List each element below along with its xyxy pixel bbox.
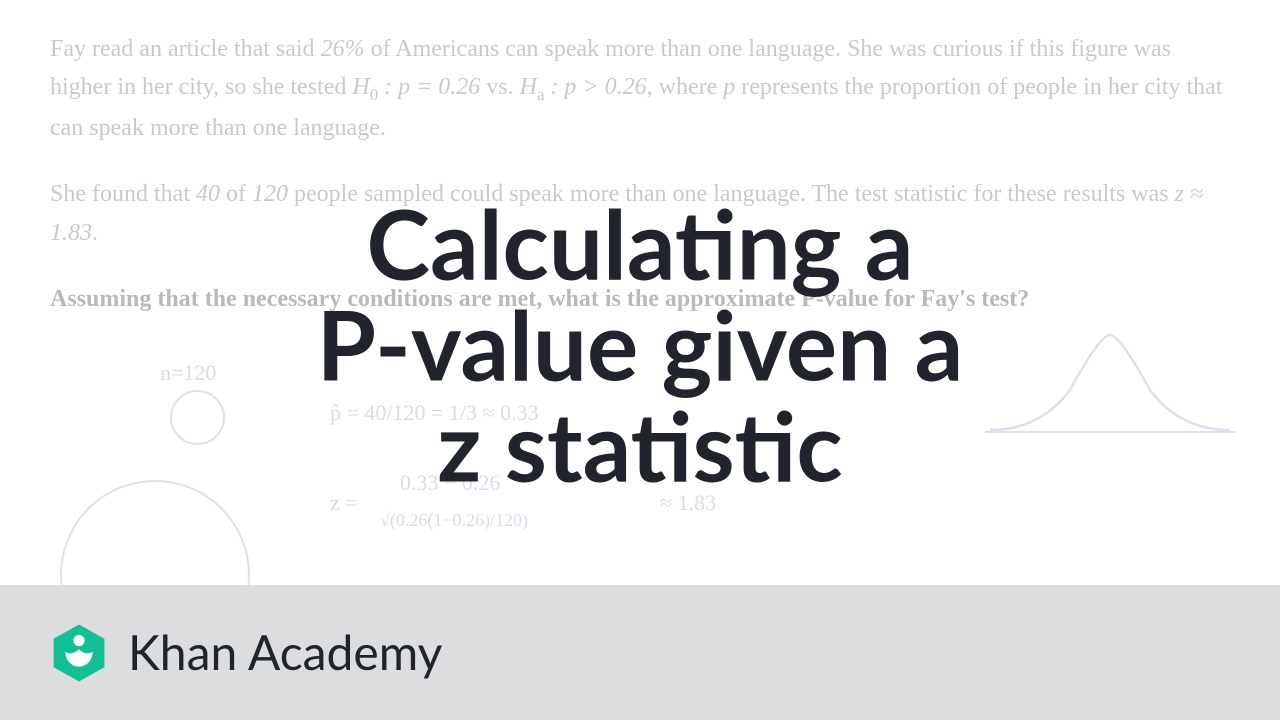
text: , where [647, 74, 724, 100]
text: Fay read an article that said [50, 36, 321, 62]
title-line-3: z statistic [0, 395, 1280, 496]
brand-name: Khan Academy [128, 624, 442, 681]
title-line-1: Calculating a [0, 194, 1280, 295]
ha-eq: : p > 0.26 [544, 74, 646, 100]
handwriting-frac-bot: √(0.26(1−0.26)/120) [380, 510, 528, 531]
vs: vs. [480, 74, 519, 100]
h0-eq: : p = 0.26 [378, 74, 480, 100]
h0: H [352, 74, 369, 100]
percent: 26% [321, 36, 365, 62]
logo-wrap: Khan Academy [48, 622, 442, 684]
video-title: Calculating a P-value given a z statisti… [0, 194, 1280, 496]
brand-bar: Khan Academy [0, 585, 1280, 720]
ha: H [520, 74, 537, 100]
h0-sub: 0 [370, 85, 378, 104]
khan-academy-logo-icon [48, 622, 110, 684]
paragraph-1: Fay read an article that said 26% of Ame… [50, 30, 1230, 147]
p-var: p [723, 74, 735, 100]
title-line-2: P-value given a [0, 294, 1280, 395]
